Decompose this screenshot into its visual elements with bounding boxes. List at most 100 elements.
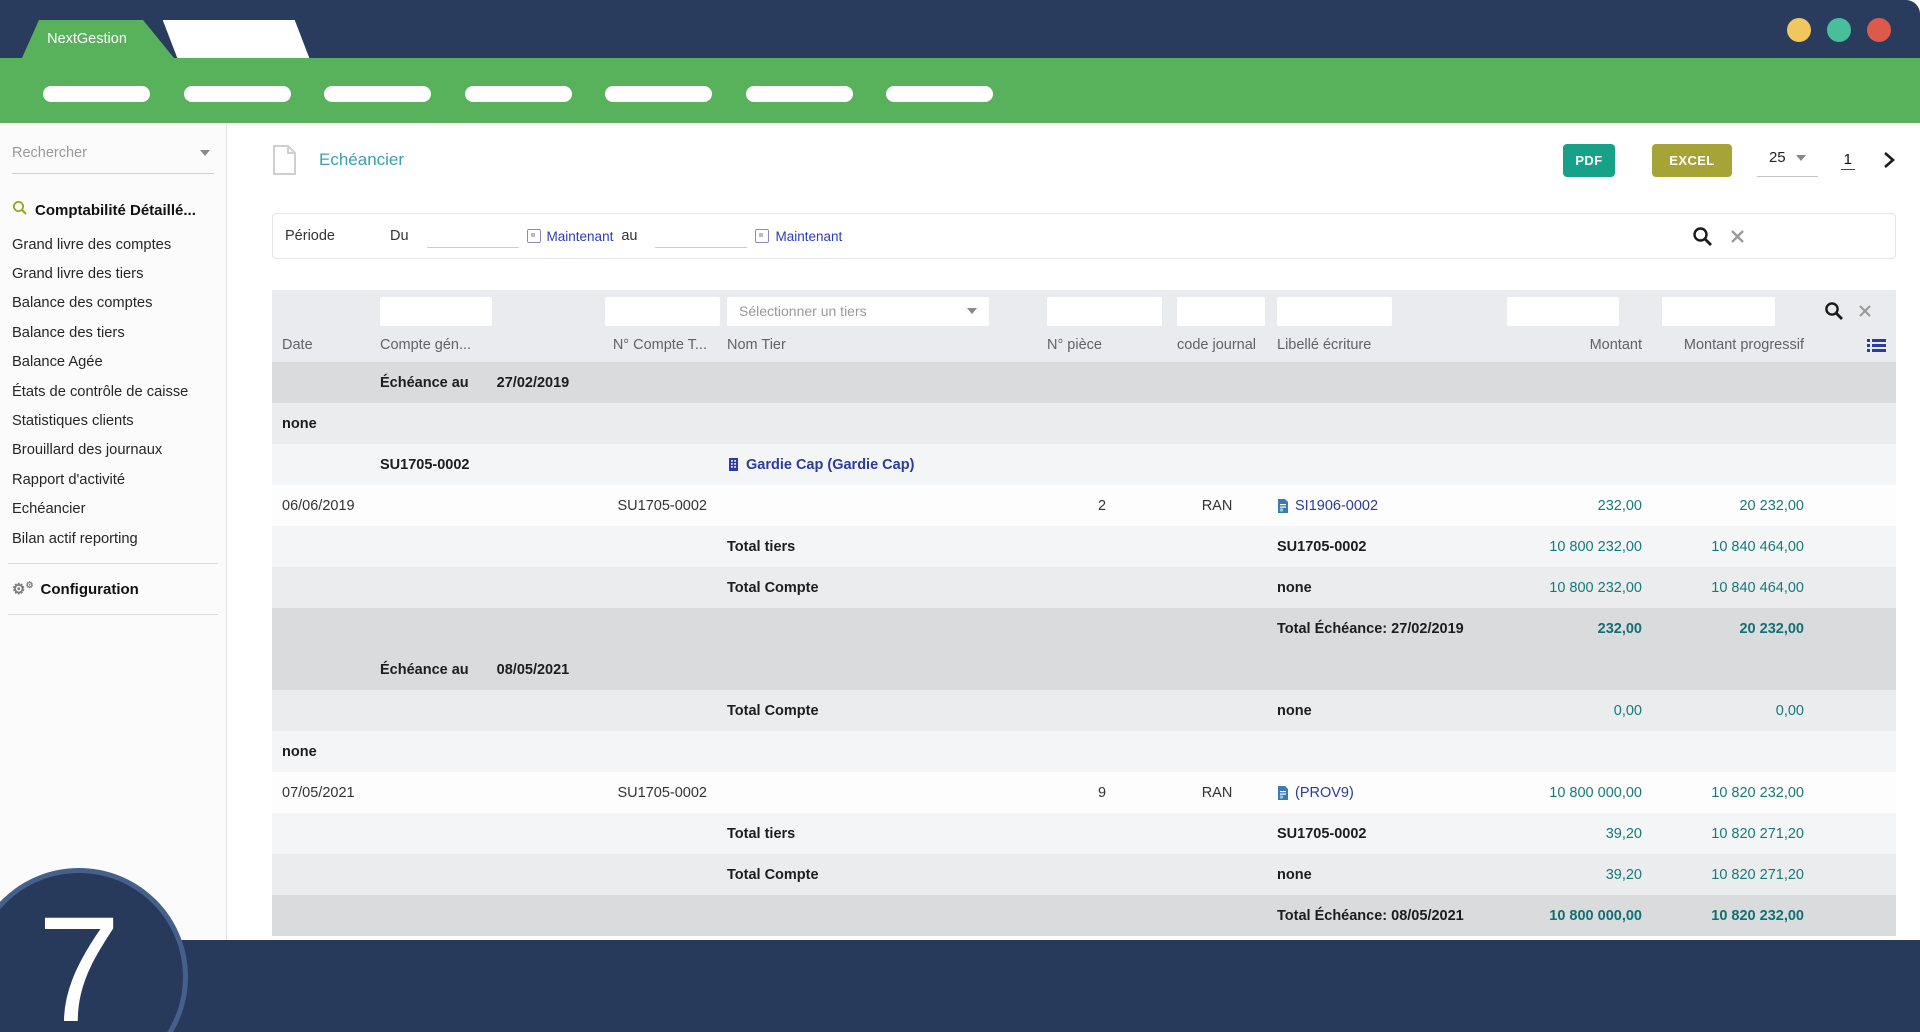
main-content: Echéancier PDF EXCEL 25 1 Période Du Mai… — [227, 123, 1920, 940]
cell-value: 232,00 — [1597, 620, 1642, 637]
sidebar-search-placeholder: Rechercher — [12, 145, 87, 161]
nav-pill-1[interactable] — [43, 86, 150, 102]
filter-compte-general-input[interactable] — [380, 296, 492, 326]
close-button[interactable] — [1867, 18, 1891, 42]
page-size-select[interactable]: 25 — [1756, 143, 1818, 177]
sidebar-item-etats-de-controle-de-caisse[interactable]: États de contrôle de caisse — [12, 383, 189, 400]
tiers-filter-select[interactable]: Sélectionner un tiers — [727, 296, 989, 326]
table-cell: 20 232,00 — [1652, 485, 1814, 526]
sidebar-search-select[interactable]: Rechercher — [12, 145, 214, 174]
sidebar-section-comptabilite[interactable]: Comptabilité Détaillé... — [12, 200, 214, 220]
sidebar-item-grand-livre-des-tiers[interactable]: Grand livre des tiers — [12, 266, 144, 283]
table-cell: 10 800 000,00 — [1497, 895, 1652, 936]
table-cell — [1037, 690, 1167, 731]
sidebar-item-grand-livre-des-comptes[interactable]: Grand livre des comptes — [12, 236, 172, 253]
nav-pill-2[interactable] — [183, 86, 291, 102]
calendar-icon[interactable] — [526, 229, 541, 243]
sidebar-item-configuration[interactable]: ⚙⚙ Configuration — [12, 574, 214, 604]
magnifier-icon — [12, 200, 28, 220]
table-cell — [595, 690, 717, 731]
sidebar-divider — [8, 614, 218, 616]
table-cell — [1037, 608, 1167, 649]
filter-compte-tiers-input[interactable] — [605, 296, 720, 326]
tier-link[interactable]: Gardie Cap (Gardie Cap) — [746, 456, 915, 473]
table-cell — [1037, 854, 1167, 895]
table-clear-icon[interactable] — [1858, 304, 1872, 318]
table-cell — [595, 403, 717, 444]
footer-band — [0, 940, 1920, 1032]
sidebar-item-bilan-actif-reporting[interactable]: Bilan actif reporting — [12, 530, 138, 547]
nav-pill-4[interactable] — [464, 86, 572, 102]
table-cell — [1652, 649, 1814, 690]
echeance-date: 27/02/2019 — [496, 374, 570, 391]
table-cell — [717, 485, 1037, 526]
table-cell: 39,20 — [1497, 854, 1652, 895]
cell-value: 06/06/2019 — [282, 497, 355, 514]
periode-clear-button[interactable] — [1730, 229, 1745, 244]
maximize-button[interactable] — [1827, 18, 1851, 42]
current-page-link[interactable]: 1 — [1840, 151, 1855, 170]
table-cell — [370, 854, 595, 895]
secondary-tab[interactable] — [162, 20, 310, 58]
filter-cell — [1497, 296, 1652, 326]
column-header-label: N° Compte T... — [612, 337, 707, 353]
filter-libelle-input[interactable] — [1277, 296, 1392, 326]
table-search-icon[interactable] — [1824, 301, 1844, 321]
periode-label: Période — [285, 228, 335, 244]
table-cell: 10 800 232,00 — [1497, 567, 1652, 608]
cell-value: none — [282, 415, 317, 432]
table-cell — [1037, 567, 1167, 608]
periode-to-input[interactable] — [655, 224, 748, 248]
minimize-button[interactable] — [1787, 18, 1811, 42]
cell-value: 10 820 271,20 — [1711, 825, 1804, 842]
filter-code-journal-input[interactable] — [1177, 296, 1265, 326]
filter-montant-progressif-input[interactable] — [1662, 296, 1775, 326]
table-cell — [1814, 854, 1896, 895]
filter-piece-input[interactable] — [1047, 296, 1162, 326]
table-cell: 2 — [1037, 485, 1167, 526]
pdf-button[interactable]: PDF — [1562, 143, 1615, 177]
periode-search-button[interactable] — [1692, 226, 1713, 247]
cell-value: 39,20 — [1605, 825, 1642, 842]
table-cell — [1267, 649, 1497, 690]
now-link-from[interactable]: Maintenant — [546, 228, 614, 244]
table-row: Total Compte none 0,00 0,00 — [272, 690, 1896, 731]
nav-pill-3[interactable] — [324, 86, 431, 102]
cell-value: SU1705-0002 — [1277, 825, 1367, 842]
sidebar-item-balance-des-tiers[interactable]: Balance des tiers — [12, 324, 125, 341]
document-link[interactable]: (PROV9) — [1295, 784, 1354, 801]
now-link-to[interactable]: Maintenant — [775, 228, 843, 244]
document-link[interactable]: SI1906-0002 — [1295, 497, 1379, 514]
sidebar-item-echeancier[interactable]: Echéancier — [12, 501, 86, 518]
brand-tab[interactable]: NextGestion — [22, 20, 174, 58]
table-cell — [717, 403, 1037, 444]
table-cell — [1167, 895, 1267, 936]
sidebar-item-statistiques-clients[interactable]: Statistiques clients — [12, 413, 134, 430]
cell-value: Total Compte — [727, 866, 819, 883]
calendar-icon[interactable] — [755, 229, 770, 243]
column-header-2: Compte gén... — [370, 328, 595, 362]
table-cell — [1497, 731, 1652, 772]
sidebar-item-rapport-d-activite[interactable]: Rapport d'activité — [12, 471, 126, 488]
sidebar-item-balance-des-comptes[interactable]: Balance des comptes — [12, 295, 153, 312]
table-cell: none — [272, 403, 370, 444]
table-cell — [272, 690, 370, 731]
table-cell — [272, 895, 370, 936]
table-cell — [1167, 813, 1267, 854]
cell-value: 10 800 000,00 — [1549, 907, 1642, 924]
table-cell — [1652, 403, 1814, 444]
column-settings-list-icon[interactable] — [1867, 338, 1886, 353]
sidebar-item-brouillard-des-journaux[interactable]: Brouillard des journaux — [12, 442, 163, 459]
document-page-icon — [272, 145, 297, 175]
periode-from-input[interactable] — [426, 224, 519, 248]
next-page-button[interactable] — [1882, 151, 1896, 169]
table-cell: none — [272, 731, 370, 772]
table-cell — [1652, 444, 1814, 485]
sidebar-item-balance-agee[interactable]: Balance Agée — [12, 354, 103, 371]
nav-pill-6[interactable] — [745, 86, 853, 102]
excel-button[interactable]: EXCEL — [1651, 143, 1732, 177]
nav-pill-7[interactable] — [886, 86, 993, 102]
nav-pill-5[interactable] — [605, 86, 712, 102]
filter-montant-input[interactable] — [1507, 296, 1619, 326]
column-header-9: Montant progressif — [1652, 328, 1814, 362]
